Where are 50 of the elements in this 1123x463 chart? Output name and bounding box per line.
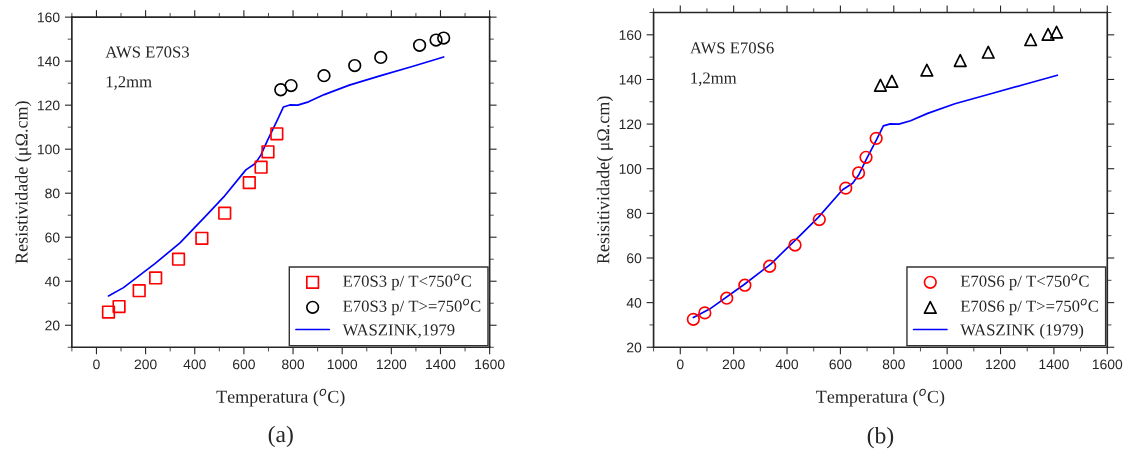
y-tick-label: 40 — [626, 297, 642, 308]
x-tick-label: 1400 — [426, 359, 456, 370]
x-axis-title: Temperatura ($^{o}$C) — [816, 388, 945, 407]
x-tick-label: 400 — [775, 359, 799, 370]
x-tick-label: 800 — [882, 359, 905, 370]
x-tick-label: 1000 — [327, 359, 358, 370]
x-tick-label: 600 — [233, 359, 255, 370]
annotation: 1,2mm — [691, 72, 737, 87]
text: (b) — [867, 426, 894, 449]
x-tick-label: 800 — [282, 359, 305, 370]
x-tick-label: 1200 — [376, 359, 407, 370]
legend-label: E70S3 p/ T<750$^{o}$C — [343, 273, 471, 291]
y-tick-label: 100 — [619, 164, 642, 174]
x-tick-label: 1000 — [932, 359, 963, 370]
x-tick-label: 0 — [676, 359, 684, 370]
x-tick-label: 1200 — [986, 359, 1016, 370]
y-tick-label: 100 — [37, 144, 60, 155]
x-tick-label: 1400 — [1039, 359, 1069, 370]
y-tick-label: 160 — [37, 12, 60, 23]
x-tick-label: 200 — [722, 359, 745, 370]
y-tick-label: 60 — [627, 253, 642, 264]
y-tick-label: 120 — [37, 100, 60, 111]
legend-label: WASZINK (1979) — [960, 323, 1084, 339]
x-tick-label: 1600 — [475, 359, 505, 370]
x-tick-label: 600 — [829, 359, 852, 370]
y-tick-label: 80 — [626, 208, 642, 219]
y-tick-label: 140 — [37, 56, 60, 67]
legend-label: E70S3 p/ T>=750$^{o}$C — [343, 298, 481, 316]
annotation: 1,2mm — [106, 76, 152, 90]
y-tick-label: 60 — [45, 232, 60, 243]
annotation: AWS E70S3 — [105, 46, 189, 58]
y-tick-label: 80 — [45, 188, 60, 199]
y-tick-label: 120 — [619, 119, 642, 130]
y-axis-title: Resistividade (μΩ.cm) — [14, 101, 32, 264]
x-axis-title: Temperatura ($^{o}$C) — [216, 388, 345, 407]
legend-label: E70S6 p/ T<750$^{o}$C — [960, 273, 1089, 291]
y-tick-label: 40 — [44, 276, 60, 287]
y-tick-label: 140 — [619, 74, 642, 85]
x-tick-label: 1600 — [1092, 359, 1123, 370]
annotation: AWS E70S6 — [690, 42, 774, 54]
y-tick-label: 20 — [45, 320, 60, 331]
y-tick-label: 160 — [619, 30, 642, 40]
legend-label: WASZINK,1979 — [342, 324, 455, 338]
x-tick-label: 0 — [93, 359, 100, 370]
x-tick-label: 400 — [183, 359, 206, 370]
legend-label: E70S6 p/ T>=750$^{o}$C — [960, 298, 1098, 316]
y-axis-title: Resisitividade( μΩ.cm) — [596, 96, 614, 264]
text: (a) — [268, 425, 293, 448]
y-tick-label: 20 — [627, 342, 642, 353]
x-tick-label: 200 — [134, 359, 157, 370]
